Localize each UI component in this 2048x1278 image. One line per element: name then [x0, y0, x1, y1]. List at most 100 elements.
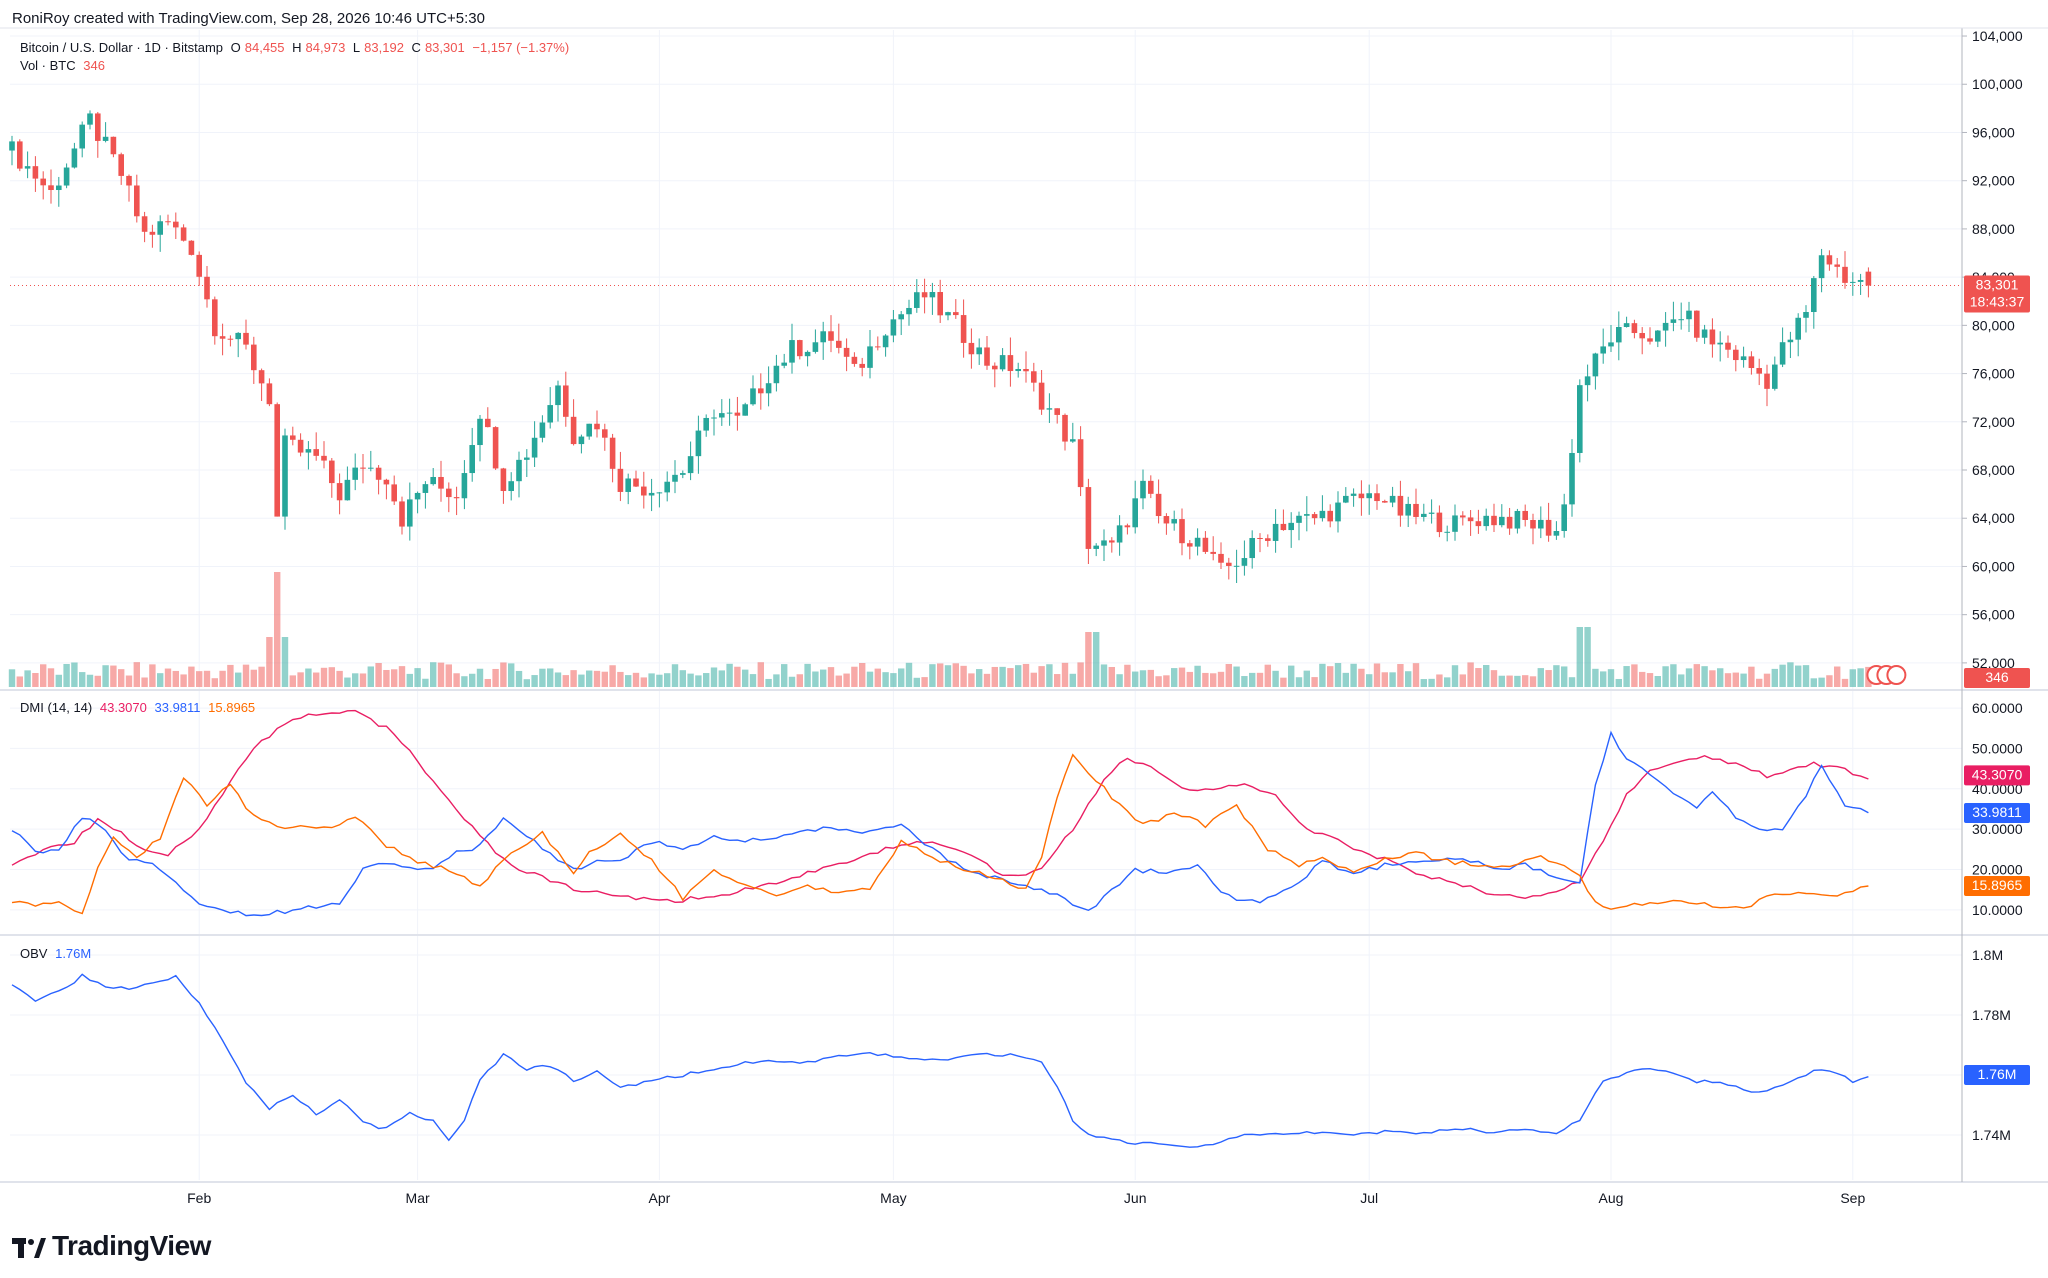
volume-bar [242, 664, 250, 687]
candle-body [1304, 514, 1310, 516]
candle-body [1701, 329, 1708, 338]
volume-bar [1771, 668, 1778, 687]
dmi-label: DMI (14, 14) [20, 700, 93, 715]
candle-body [1475, 521, 1482, 527]
volume-bar [1584, 627, 1591, 687]
candle-body [1046, 408, 1053, 410]
volume-bar [1295, 677, 1303, 687]
volume-bar [1841, 678, 1849, 687]
volume-bar [1709, 670, 1716, 687]
candle-body [1413, 503, 1419, 517]
candle-body [1811, 278, 1817, 313]
candle-body [1350, 493, 1357, 496]
price-tick-label: 100,000 [1972, 76, 2023, 92]
volume-bar [469, 673, 476, 687]
volume-bar [547, 668, 554, 687]
candle-body [305, 449, 312, 453]
volume-bar [999, 666, 1006, 687]
candle-body [695, 430, 702, 457]
time-tick-label: May [880, 1190, 906, 1206]
candle-body [1803, 312, 1809, 318]
close-value: 83,301 [424, 40, 465, 55]
price-tick-label: 76,000 [1972, 366, 2015, 382]
volume-bar [47, 668, 55, 687]
volume-bar [1038, 666, 1045, 687]
candle-body [1280, 523, 1287, 531]
volume-bar [1194, 665, 1201, 687]
volume-bar [1834, 666, 1841, 687]
volume-bar [8, 669, 16, 687]
volume-bar [203, 670, 211, 687]
candle-body [890, 319, 897, 336]
volume-bar [1592, 668, 1599, 687]
volume-bar [274, 572, 281, 687]
candle-body [820, 331, 826, 343]
candle-body [1686, 310, 1692, 320]
candle-body [477, 418, 483, 446]
volume-bar [1225, 663, 1232, 687]
event-marker [1886, 665, 1907, 685]
candle-body [1179, 519, 1185, 544]
candle-body [1101, 540, 1107, 546]
candle-body [547, 405, 553, 423]
open-value: 84,455 [244, 40, 285, 55]
volume-bar [336, 670, 343, 687]
time-tick-label: Jul [1360, 1190, 1378, 1206]
obv-tag-text: 1.76M [1978, 1066, 2017, 1082]
candle-body [1366, 493, 1372, 499]
candle-body [625, 478, 631, 492]
candle-body [648, 492, 655, 496]
obv-legend: OBV 1.76M [20, 946, 95, 961]
candle-body [227, 338, 234, 340]
candle-body [1202, 537, 1209, 552]
symbol-label: Bitcoin / U.S. Dollar · 1D · Bitstamp [20, 40, 223, 55]
volume-bar [149, 664, 156, 687]
volume-bar [757, 662, 764, 687]
candle-body [1070, 439, 1076, 442]
volume-bar [1249, 672, 1256, 687]
candle-body [687, 456, 694, 474]
candle-body [1779, 342, 1786, 365]
candle-body [118, 154, 124, 176]
volume-bar [843, 673, 850, 687]
volume-bar [445, 664, 452, 687]
candle-body [297, 439, 304, 453]
volume-bar [430, 662, 437, 687]
volume-bar [523, 679, 530, 687]
volume-bar [398, 666, 406, 687]
candle-body [1187, 543, 1193, 547]
dmi-plus-value: 33.9811 [154, 700, 201, 715]
volume-bar [344, 677, 351, 687]
volume-bar [781, 664, 788, 687]
dmi-tick-label: 10.0000 [1972, 902, 2023, 918]
candle-body [882, 335, 889, 348]
candle-body [1132, 498, 1138, 528]
volume-bar [110, 665, 117, 687]
volume-bar [1467, 662, 1474, 687]
candle-body [641, 486, 647, 496]
candle-body [1608, 342, 1614, 347]
price-tick-label: 68,000 [1972, 462, 2015, 478]
price-tick-label: 72,000 [1972, 414, 2015, 430]
adx-line [11, 709, 1869, 904]
volume-bar [484, 678, 491, 687]
tradingview-icon [12, 1237, 46, 1258]
volume-bar [188, 666, 195, 687]
volume-bar [1795, 665, 1802, 687]
volume-bars [8, 572, 1872, 687]
volume-bar [804, 663, 811, 687]
candle-body [1054, 408, 1060, 415]
tradingview-logo[interactable]: TradingView [12, 1230, 211, 1262]
candle-body [1272, 523, 1279, 541]
volume-bar [391, 669, 398, 687]
candle-body [836, 340, 842, 348]
obv-tick-label: 1.8M [1972, 947, 2003, 963]
volume-bar [1553, 665, 1560, 687]
dmi-tick-label: 60.0000 [1972, 700, 2023, 716]
volume-bar [929, 664, 936, 687]
candle-body [461, 473, 468, 499]
candle-body [1655, 330, 1661, 342]
volume-bar [1646, 673, 1654, 687]
volume-bar [266, 637, 273, 687]
